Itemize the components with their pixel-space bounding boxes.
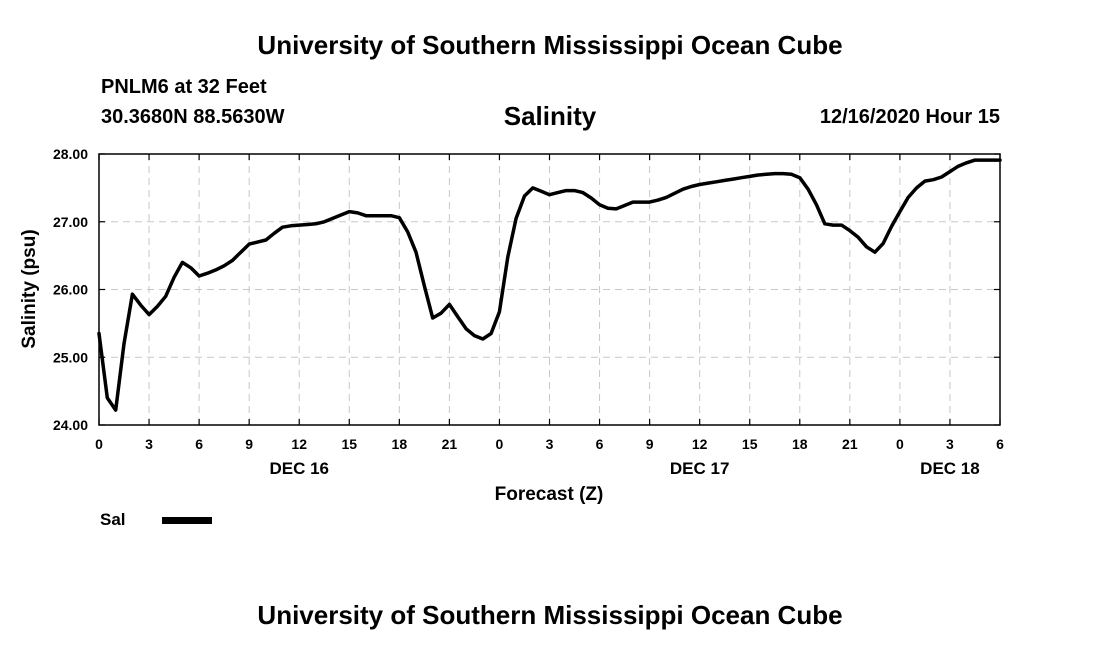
y-tick-label: 28.00 [53, 146, 88, 162]
x-day-label: DEC 18 [920, 459, 980, 478]
x-tick-label: 0 [896, 436, 904, 452]
x-day-label: DEC 16 [269, 459, 329, 478]
x-tick-label: 3 [946, 436, 954, 452]
x-tick-label: 12 [692, 436, 708, 452]
legend-label-sal: Sal [100, 510, 126, 529]
x-axis-ticks [98, 154, 1001, 425]
y-axis-tick-labels: 24.00 25.00 26.00 27.00 28.00 [53, 146, 88, 433]
x-tick-label: 21 [442, 436, 458, 452]
x-tick-label: 6 [195, 436, 203, 452]
station-coordinates: 30.3680N 88.5630W [101, 106, 285, 128]
chart-title: Salinity [503, 101, 597, 131]
x-tick-label: 12 [291, 436, 307, 452]
chart-footer-title: University of Southern Mississippi Ocean… [257, 600, 843, 630]
x-tick-label: 21 [842, 436, 858, 452]
x-day-label: DEC 17 [670, 459, 730, 478]
y-tick-label: 26.00 [53, 282, 88, 298]
x-axis-tick-labels: 0 3 6 9 12 15 18 21 0 3 6 9 12 15 18 21 0 3 6 [95, 436, 1004, 452]
y-tick-label: 27.00 [53, 214, 88, 230]
forecast-datetime: 12/16/2020 Hour 15 [819, 106, 1000, 128]
x-tick-label: 3 [145, 436, 153, 452]
y-tick-label: 25.00 [53, 349, 88, 365]
grid-lines [99, 154, 1000, 425]
x-tick-label: 15 [341, 436, 357, 452]
legend-swatch-sal [162, 517, 212, 524]
y-tick-label: 24.00 [53, 417, 88, 433]
legend: Sal [100, 510, 212, 529]
x-axis-day-labels: DEC 16 DEC 17 DEC 18 [269, 459, 979, 478]
x-tick-label: 0 [95, 436, 103, 452]
plot-frame [98, 153, 1001, 426]
x-tick-label: 9 [245, 436, 253, 452]
x-tick-label: 9 [646, 436, 654, 452]
x-tick-label: 3 [546, 436, 554, 452]
chart-header-title: University of Southern Mississippi Ocean… [257, 30, 843, 60]
series-line-sal [97, 158, 1002, 412]
station-label: PNLM6 at 32 Feet [101, 76, 267, 98]
y-axis-label: Salinity (psu) [19, 229, 40, 348]
x-tick-label: 18 [392, 436, 408, 452]
x-tick-label: 15 [742, 436, 758, 452]
x-tick-label: 6 [596, 436, 604, 452]
x-tick-label: 18 [792, 436, 808, 452]
x-tick-label: 6 [996, 436, 1004, 452]
x-axis-label: Forecast (Z) [495, 484, 604, 505]
x-tick-label: 0 [496, 436, 504, 452]
